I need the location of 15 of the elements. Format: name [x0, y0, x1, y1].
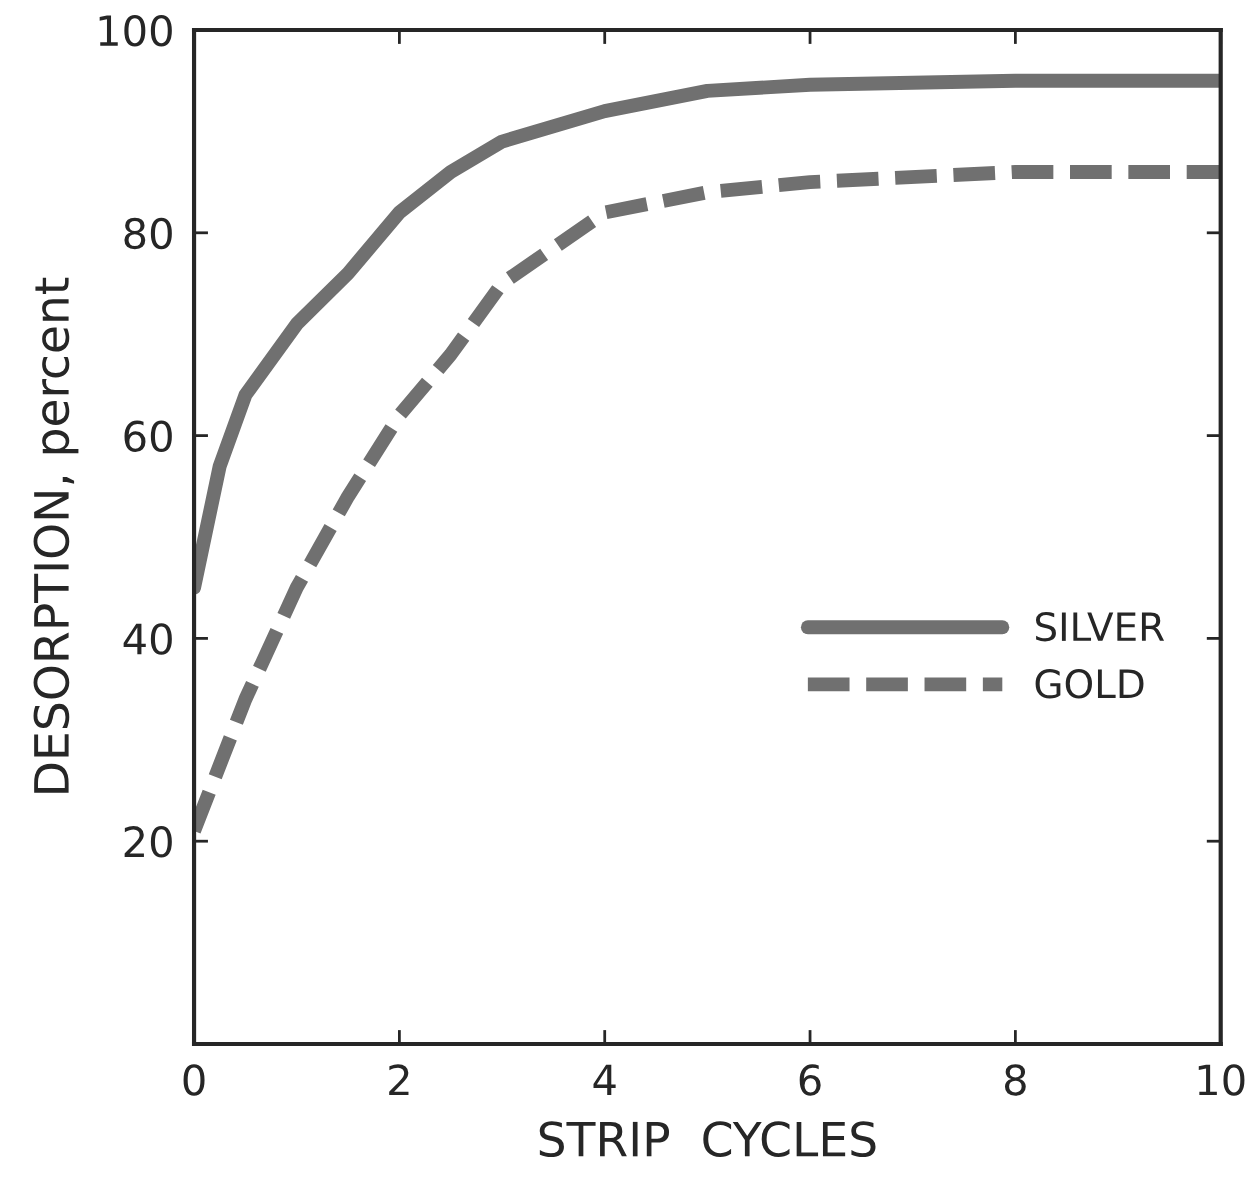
y-tick-label: 40	[123, 623, 172, 655]
y-tick-label: 80	[124, 217, 172, 250]
x-tick-label: 0	[183, 1064, 205, 1096]
y-tick-label: 60	[124, 420, 172, 453]
y-tick-label: 20	[124, 826, 172, 858]
y-tick-label: 100	[99, 14, 172, 47]
x-tick-label: 8	[1004, 1064, 1026, 1096]
legend-label: SILVER	[1035, 612, 1165, 642]
x-tick-label: 2	[389, 1064, 409, 1096]
x-tick-label: 6	[799, 1064, 821, 1096]
x-axis-title: STRIP CYCLES	[539, 1121, 876, 1157]
legend-label: GOLD	[1035, 669, 1144, 699]
x-tick-label: 10	[1198, 1064, 1245, 1096]
y-axis-title: DESORPTION, percent	[33, 277, 79, 793]
x-tick-label: 4	[593, 1064, 616, 1096]
